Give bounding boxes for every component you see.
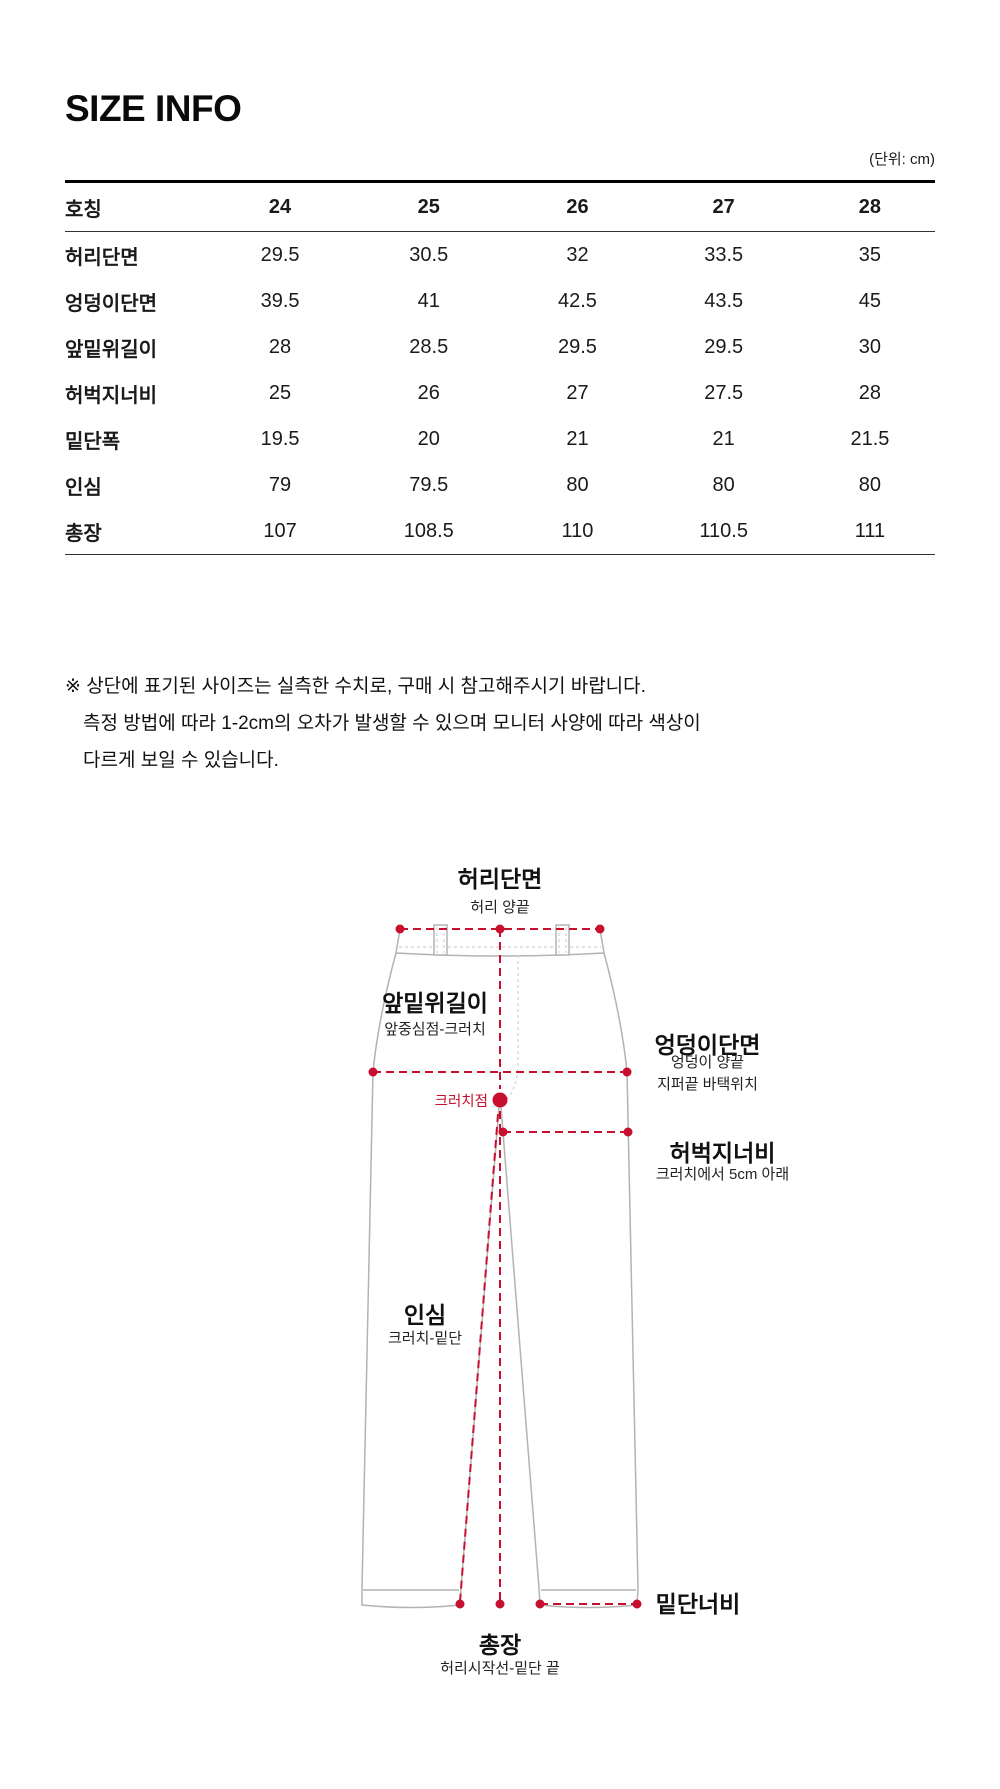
note-line: 다르게 보일 수 있습니다. xyxy=(83,750,279,771)
size-cell: 42.5 xyxy=(557,289,597,312)
size-cell: 28 xyxy=(268,335,292,358)
row-label: 인심 xyxy=(65,476,102,499)
note-line: 측정 방법에 따라 1-2cm의 오차가 발생할 수 있으며 모니터 사양에 따… xyxy=(83,713,701,734)
pants-outline-drawing xyxy=(361,924,642,1609)
thigh-width-label: 허벅지너비 xyxy=(669,1140,776,1166)
total-length-label: 총장 xyxy=(478,1632,522,1658)
size-cell: 21 xyxy=(566,427,589,450)
header-cell-size: 27 xyxy=(642,181,805,232)
size-cell: 30 xyxy=(858,335,882,358)
size-cell: 29.5 xyxy=(260,243,300,266)
size-cell: 25 xyxy=(268,381,292,404)
size-cell: 80 xyxy=(858,473,882,496)
crotch-point-label: 크러치점 xyxy=(434,1094,488,1110)
unit-note: (단위: cm) xyxy=(869,151,935,168)
size-cell: 45 xyxy=(858,289,882,312)
header-cell-size: 24 xyxy=(215,181,346,232)
size-cell: 26 xyxy=(417,381,440,404)
hip-measure-sublabel-1: 엉덩이 양끝 xyxy=(670,1054,745,1071)
size-cell: 21.5 xyxy=(850,427,890,450)
waist-measure-label: 허리단면 xyxy=(457,866,543,892)
size-cell: 29.5 xyxy=(557,335,597,358)
table-row: 허리단면 29.5 30.5 32 33.5 35 xyxy=(65,232,935,279)
inseam-sublabel: 크러치-밑단 xyxy=(388,1330,462,1347)
header-cell-size: 28 xyxy=(804,181,935,232)
row-label: 엉덩이단면 xyxy=(65,292,157,315)
header-cell-size: 25 xyxy=(345,181,513,232)
table-row: 앞밑위길이 28 28.5 29.5 29.5 30 xyxy=(65,324,935,370)
stitch-lines xyxy=(399,927,601,1104)
size-cell: 28.5 xyxy=(409,335,449,358)
size-cell: 19.5 xyxy=(260,427,300,450)
table-row: 엉덩이단면 39.5 41 42.5 43.5 45 xyxy=(65,278,935,324)
front-rise-sublabel: 앞중심점-크러치 xyxy=(384,1021,486,1038)
measurement-dots xyxy=(368,924,642,1609)
inseam-label: 인심 xyxy=(403,1302,447,1328)
page-title: SIZE INFO xyxy=(65,88,242,129)
size-cell: 80 xyxy=(712,473,735,496)
size-cell: 107 xyxy=(263,519,297,542)
size-cell: 110 xyxy=(561,519,594,542)
size-cell: 30.5 xyxy=(409,243,449,266)
note-line: ※ 상단에 표기된 사이즈는 실측한 수치로, 구매 시 참고해주시기 바랍니다… xyxy=(65,676,646,697)
size-cell: 79.5 xyxy=(409,473,449,496)
size-cell: 29.5 xyxy=(704,335,744,358)
table-row: 인심 79 79.5 80 80 80 xyxy=(65,462,935,508)
size-notes: ※ 상단에 표기된 사이즈는 실측한 수치로, 구매 시 참고해주시기 바랍니다… xyxy=(65,668,845,779)
size-cell: 43.5 xyxy=(704,289,744,312)
front-rise-label: 앞밑위길이 xyxy=(382,990,488,1016)
size-table: 호칭 24 25 26 27 28 허리단면 29.5 30.5 32 33.5… xyxy=(65,180,935,555)
size-cell: 32 xyxy=(566,243,589,266)
crotch-point-dot xyxy=(492,1092,508,1108)
size-cell: 21 xyxy=(712,427,735,450)
thigh-width-sublabel: 크러치에서 5cm 아래 xyxy=(655,1166,790,1183)
size-cell: 111 xyxy=(854,519,886,542)
size-cell: 110.5 xyxy=(699,519,748,542)
total-length-sublabel: 허리시작선-밑단 끝 xyxy=(440,1660,560,1677)
size-cell: 20 xyxy=(417,427,440,450)
table-row: 허벅지너비 25 26 27 27.5 28 xyxy=(65,370,935,416)
size-cell: 33.5 xyxy=(704,243,744,266)
size-cell: 27 xyxy=(566,381,589,404)
size-cell: 80 xyxy=(566,473,589,496)
size-cell: 39.5 xyxy=(260,289,300,312)
row-label: 허벅지너비 xyxy=(65,384,157,407)
measurement-lines xyxy=(373,928,637,1605)
hip-measure-label: 엉덩이단면 xyxy=(654,1032,761,1058)
hem-width-label: 밑단너비 xyxy=(655,1591,741,1617)
pants-measurement-diagram: 허리단면 허리 양끝 앞밑위길이 앞중심점-크러치 엉덩이단면 엉덩이 양끝 지… xyxy=(0,840,1000,1720)
waist-measure-sublabel: 허리 양끝 xyxy=(470,899,530,916)
table-row: 밑단폭 19.5 20 21 21 21.5 xyxy=(65,416,935,462)
row-label: 앞밑위길이 xyxy=(65,338,157,361)
row-label: 허리단면 xyxy=(65,246,139,269)
size-cell: 79 xyxy=(268,473,292,496)
row-label: 총장 xyxy=(65,522,102,545)
hip-measure-sublabel-2: 지퍼끝 바택위치 xyxy=(657,1076,758,1093)
table-row: 총장 107 108.5 110 110.5 111 xyxy=(65,508,935,555)
table-header-row: 호칭 24 25 26 27 28 xyxy=(65,181,935,232)
size-cell: 27.5 xyxy=(704,381,744,404)
header-cell-label: 호칭 xyxy=(65,181,215,232)
size-cell: 28 xyxy=(858,381,882,404)
row-label: 밑단폭 xyxy=(65,430,121,453)
size-cell: 108.5 xyxy=(403,519,454,542)
size-cell: 35 xyxy=(858,243,882,266)
size-cell: 41 xyxy=(417,289,440,312)
header-cell-size: 26 xyxy=(512,181,643,232)
